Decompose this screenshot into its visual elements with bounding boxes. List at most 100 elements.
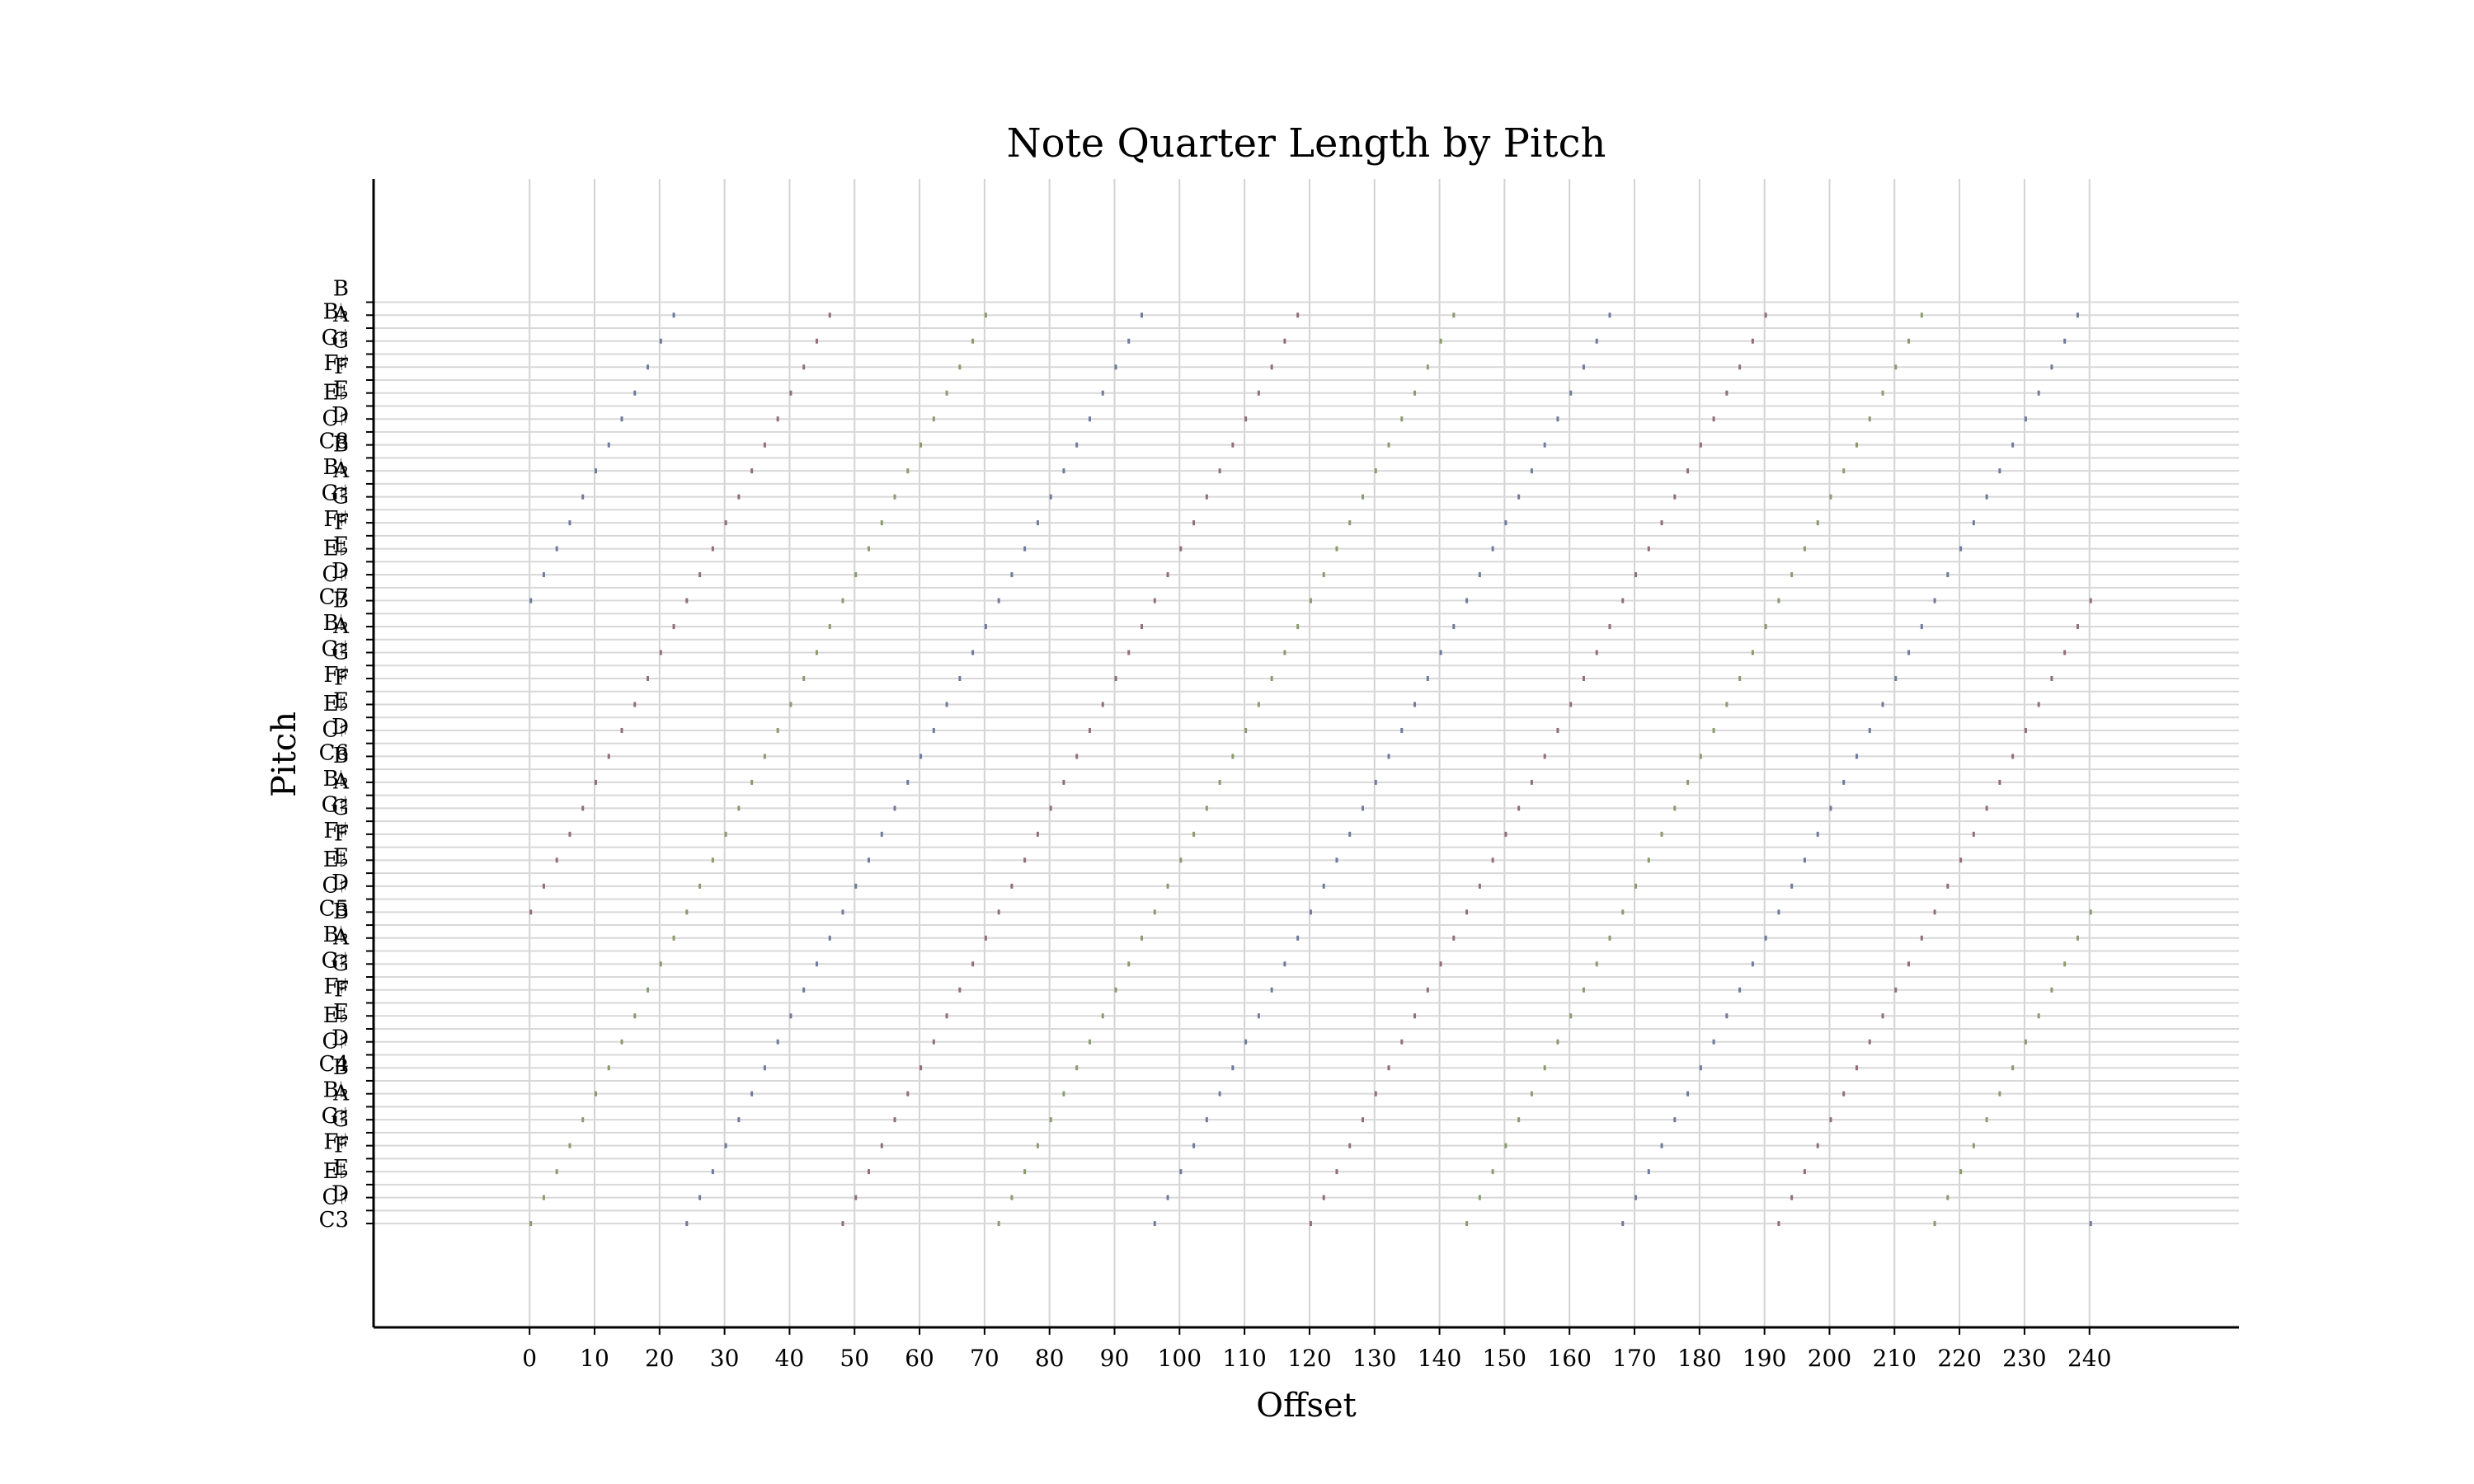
y-tick-label: B xyxy=(333,588,349,613)
x-tick-label: 80 xyxy=(1035,1345,1065,1372)
y-tick-label: F xyxy=(334,510,349,535)
y-tick-label: F♯ xyxy=(323,351,349,376)
y-tick-label: C8 xyxy=(319,430,349,454)
y-tick-label: E xyxy=(333,533,349,558)
y-tick-label: D xyxy=(332,559,349,584)
y-tick-label: B xyxy=(333,899,349,924)
y-tick-label: B♭ xyxy=(323,299,349,324)
y-tick-label: G xyxy=(332,484,349,509)
y-tick-label: F♯ xyxy=(323,507,349,532)
y-tick-label: C♯ xyxy=(322,718,349,743)
y-tick-label: A xyxy=(332,303,350,327)
y-tick-label: D xyxy=(332,1182,349,1207)
y-tick-label: C7 xyxy=(319,585,349,610)
y-tick-label: C♯ xyxy=(322,874,349,899)
x-tick-label: 50 xyxy=(840,1345,869,1372)
x-tick-label: 220 xyxy=(1937,1345,1981,1372)
x-tick-label: 190 xyxy=(1743,1345,1786,1372)
y-tick-layer: C3C♯DE♭EFF♯GG♯AB♭BC4C♯DE♭EFF♯GG♯AB♭BC5C♯… xyxy=(319,277,374,1233)
y-tick-label: F♯ xyxy=(323,1130,349,1155)
y-tick-label: B♭ xyxy=(323,767,349,791)
y-tick-label: F♯ xyxy=(323,974,349,999)
y-tick-label: E♭ xyxy=(323,380,349,405)
x-tick-label: 170 xyxy=(1612,1345,1656,1372)
x-tick-label: 200 xyxy=(1808,1345,1851,1372)
y-tick-label: G xyxy=(332,951,349,976)
y-tick-label: G xyxy=(332,328,349,353)
x-tick-label: 110 xyxy=(1222,1345,1266,1372)
y-tick-label: B xyxy=(333,744,349,768)
y-tick-label: C♯ xyxy=(322,562,349,587)
x-tick-label: 10 xyxy=(580,1345,609,1372)
y-tick-label: E♭ xyxy=(323,536,349,561)
y-tick-label: C♯ xyxy=(322,406,349,431)
y-tick-label: C♯ xyxy=(322,1029,349,1054)
y-tick-label: F xyxy=(334,666,349,691)
y-tick-label: E♭ xyxy=(323,1003,349,1028)
y-tick-label: E♭ xyxy=(323,692,349,716)
y-tick-label: F xyxy=(334,822,349,847)
y-tick-label: A xyxy=(332,458,350,483)
y-tick-label: C4 xyxy=(319,1052,349,1077)
y-tick-label: F♯ xyxy=(323,663,349,688)
y-tick-label: A xyxy=(332,926,350,951)
y-tick-label: B xyxy=(333,432,349,457)
x-axis-label: Offset xyxy=(1256,1387,1356,1425)
y-tick-label: G♯ xyxy=(322,637,349,662)
x-tick-label: 30 xyxy=(710,1345,740,1372)
y-tick-label: G xyxy=(332,640,349,665)
x-tick-label: 100 xyxy=(1158,1345,1202,1372)
y-tick-label: C5 xyxy=(319,896,349,921)
x-tick-label: 0 xyxy=(522,1345,537,1372)
y-tick-label: C3 xyxy=(319,1208,349,1233)
x-tick-label: 150 xyxy=(1483,1345,1526,1372)
y-tick-label: C6 xyxy=(319,740,349,765)
y-tick-label: D xyxy=(332,1026,349,1051)
x-tick-label: 120 xyxy=(1287,1345,1331,1372)
y-tick-label: G xyxy=(332,1107,349,1132)
y-tick-label: A xyxy=(332,1081,350,1106)
y-tick-label: G♯ xyxy=(322,792,349,817)
y-tick-label: E♭ xyxy=(323,1159,349,1184)
x-tick-label: 90 xyxy=(1100,1345,1130,1372)
y-tick-label: A xyxy=(332,614,350,639)
y-tick-label: E♭ xyxy=(323,848,349,872)
y-tick-label: C♯ xyxy=(322,1185,349,1209)
x-tick-layer: 0 10 20 30 40 50 60 70 80 90 100 110 120 130 140 150 160… xyxy=(522,1327,2111,1372)
y-tick-label: E xyxy=(333,378,349,402)
y-tick-label: F♯ xyxy=(323,819,349,843)
y-tick-label: E xyxy=(333,844,349,869)
x-tick-label: 240 xyxy=(2067,1345,2111,1372)
y-tick-label: B xyxy=(333,1055,349,1080)
y-axis-label: Pitch xyxy=(266,711,303,797)
y-tick-label: E xyxy=(333,1156,349,1181)
y-tick-label: B♭ xyxy=(323,611,349,636)
grid-layer xyxy=(374,179,2239,1327)
note-layer xyxy=(529,312,2092,1227)
y-tick-label: B♭ xyxy=(323,923,349,947)
y-tick-label: E xyxy=(333,688,349,713)
x-tick-label: 140 xyxy=(1418,1345,1461,1372)
y-tick-label: B♭ xyxy=(323,455,349,480)
x-tick-label: 20 xyxy=(645,1345,675,1372)
x-tick-label: 230 xyxy=(2002,1345,2046,1372)
x-tick-label: 180 xyxy=(1677,1345,1721,1372)
y-tick-label: G xyxy=(332,796,349,820)
y-tick-label: D xyxy=(332,871,349,895)
x-tick-label: 130 xyxy=(1352,1345,1396,1372)
y-tick-label: F xyxy=(334,355,349,379)
y-tick-label: G♯ xyxy=(322,1104,349,1129)
chart-title: Note Quarter Length by Pitch xyxy=(1007,120,1606,167)
x-tick-label: 40 xyxy=(775,1345,805,1372)
x-tick-label: 160 xyxy=(1547,1345,1591,1372)
x-tick-label: 210 xyxy=(1873,1345,1917,1372)
x-tick-label: 60 xyxy=(905,1345,934,1372)
y-tick-label: D xyxy=(332,715,349,740)
y-tick-label: B xyxy=(333,277,349,302)
y-tick-label: E xyxy=(333,1000,349,1025)
y-tick-label: D xyxy=(332,403,349,428)
y-tick-label: A xyxy=(332,770,350,795)
y-tick-label: G♯ xyxy=(322,948,349,973)
